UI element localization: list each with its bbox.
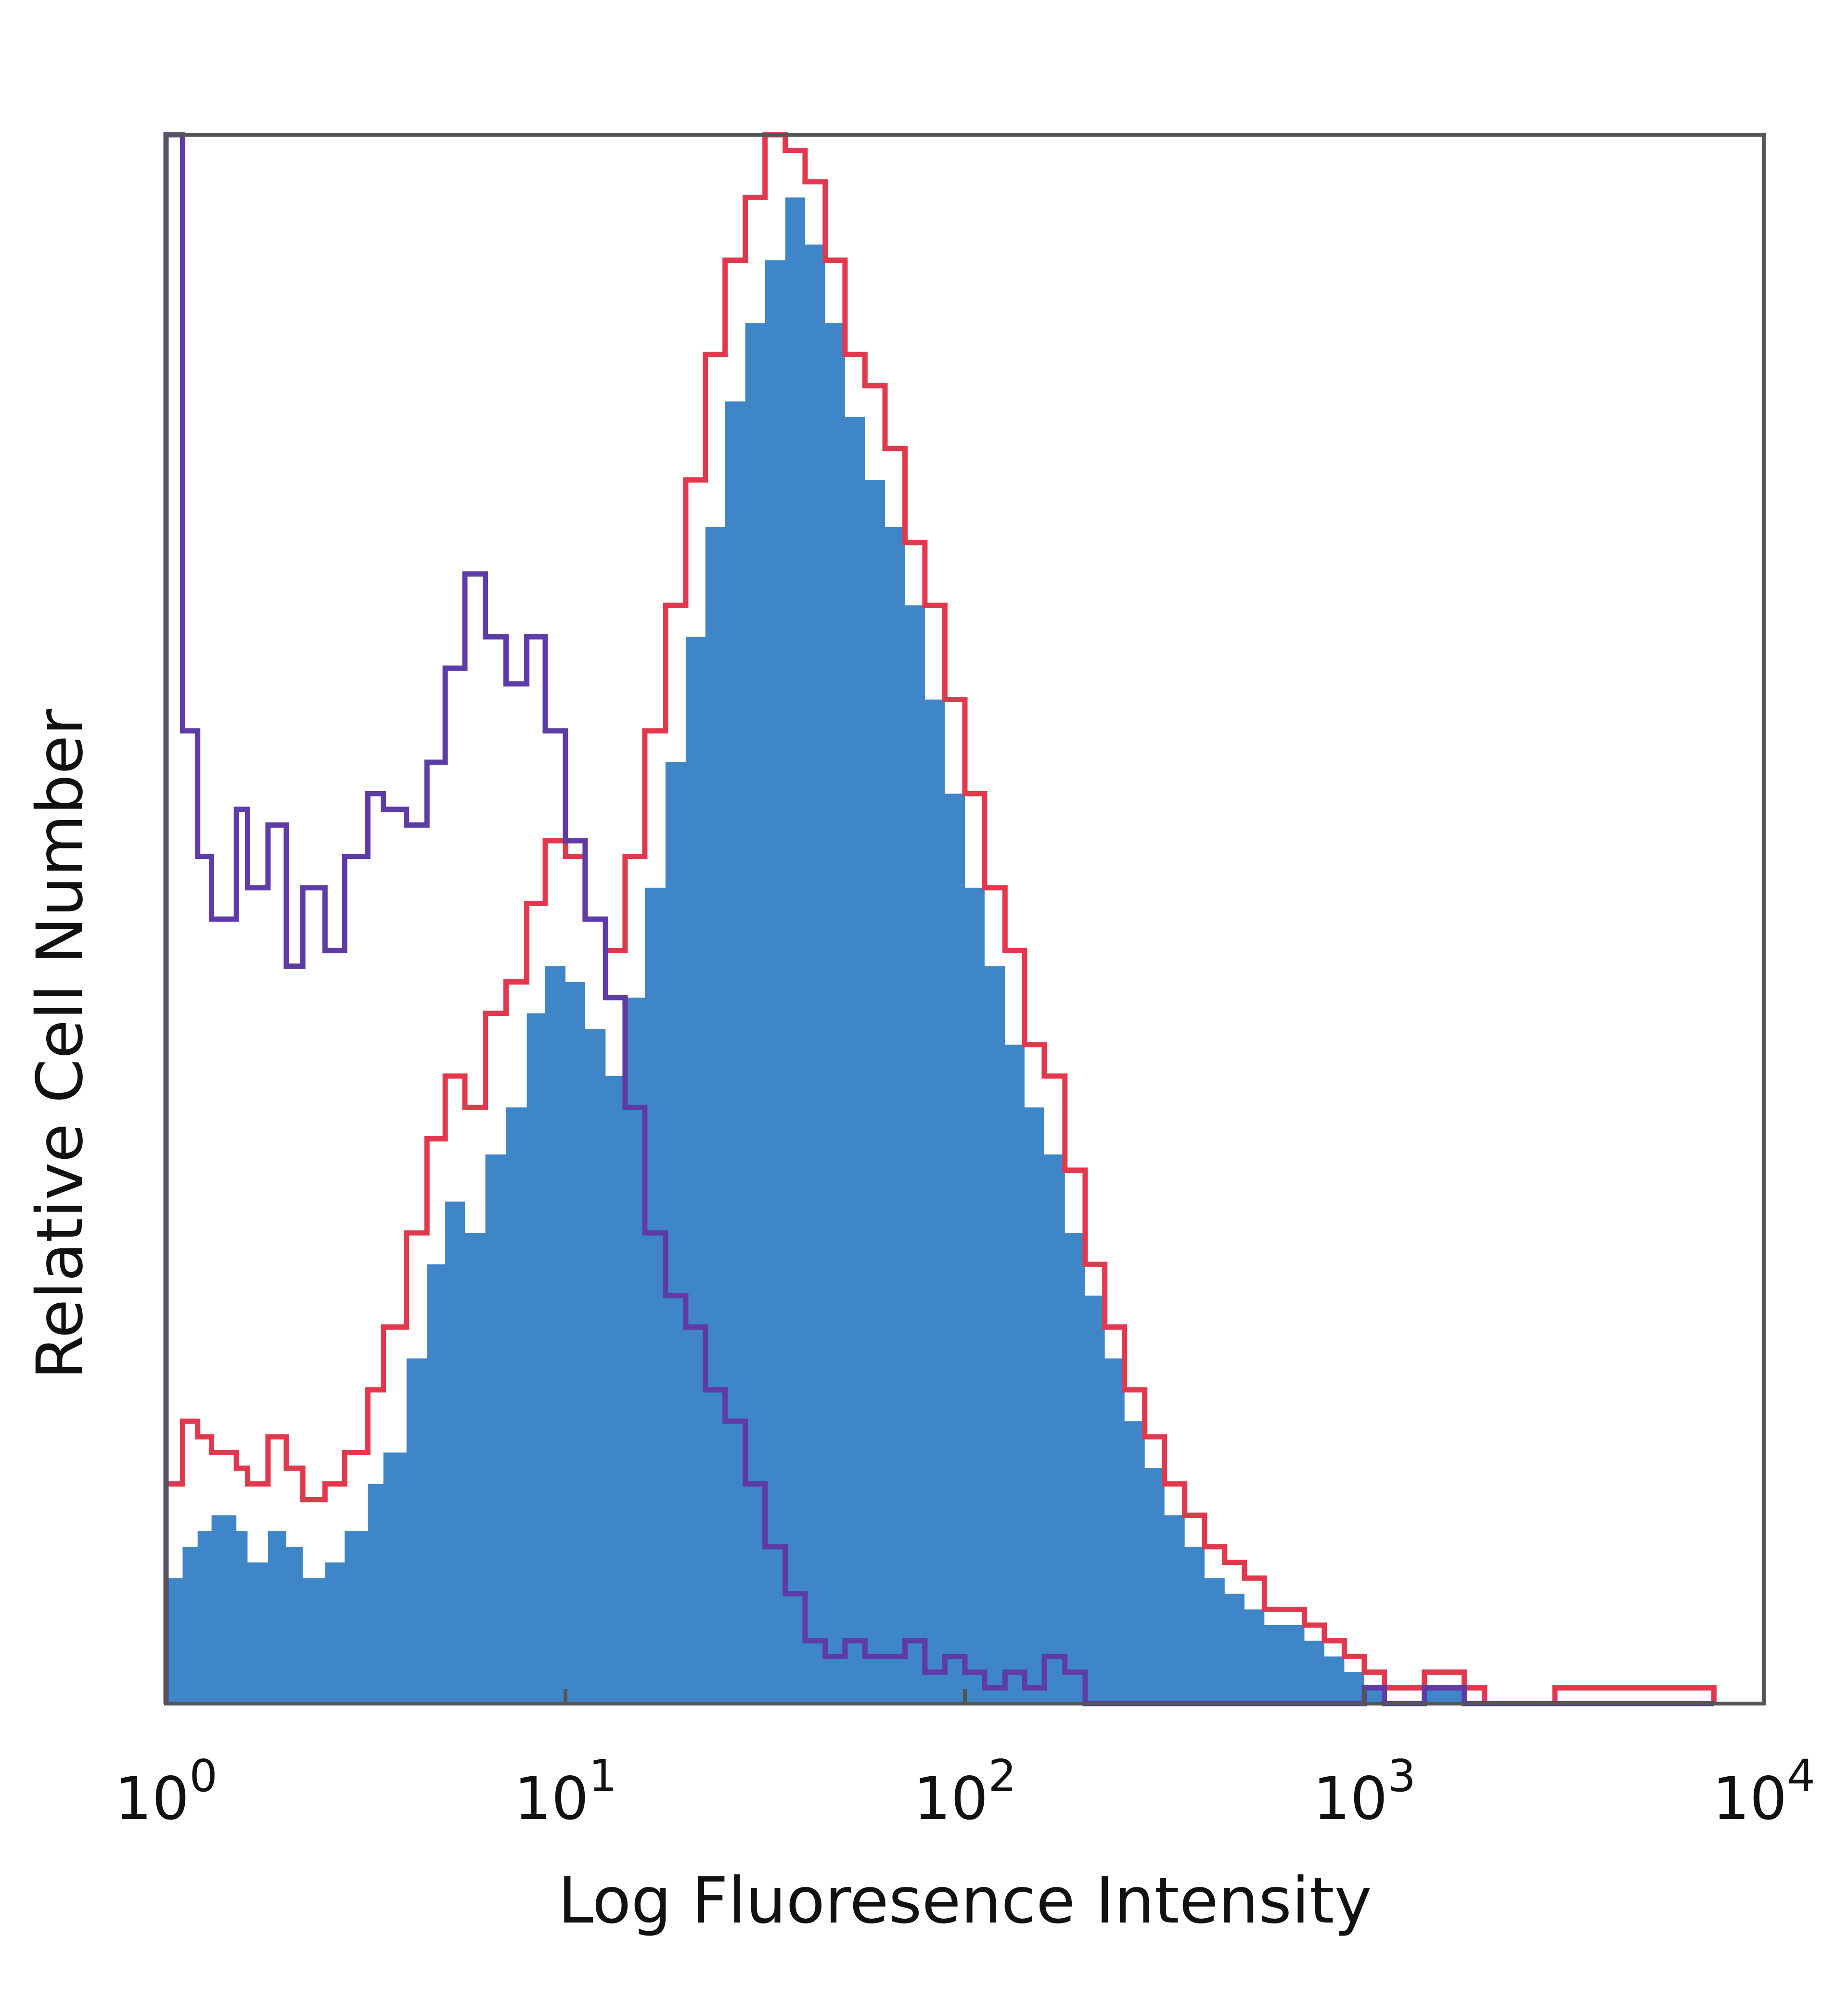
x-tick-label-exponent: 4 <box>1787 1750 1815 1802</box>
y-axis-title: Relative Cell Number <box>23 709 97 1380</box>
x-axis-ticks: 100 101 102 103 104 <box>115 1689 1815 1833</box>
x-tick-label-exponent: 1 <box>589 1750 617 1802</box>
histogram-series-2 <box>163 132 1717 1706</box>
x-tick-label-base: 10 <box>115 1765 189 1833</box>
plot-area <box>163 132 1717 1706</box>
x-tick-label: 100 <box>115 1750 218 1833</box>
x-tick-label-exponent: 0 <box>189 1750 218 1802</box>
x-tick-label: 104 <box>1712 1750 1815 1833</box>
x-tick-label: 103 <box>1313 1750 1416 1833</box>
x-tick-label: 101 <box>514 1750 617 1833</box>
x-tick-label: 102 <box>913 1750 1016 1833</box>
x-tick-label-base: 10 <box>913 1765 988 1833</box>
histogram-series-1 <box>166 197 1714 1704</box>
x-tick-label-exponent: 3 <box>1387 1750 1416 1802</box>
x-tick-label-base: 10 <box>514 1765 589 1833</box>
x-tick-label-exponent: 2 <box>988 1750 1016 1802</box>
x-tick-label-base: 10 <box>1712 1765 1787 1833</box>
x-axis-title: Log Fluoresence Intensity <box>558 1864 1372 1938</box>
x-tick-label-base: 10 <box>1313 1765 1387 1833</box>
